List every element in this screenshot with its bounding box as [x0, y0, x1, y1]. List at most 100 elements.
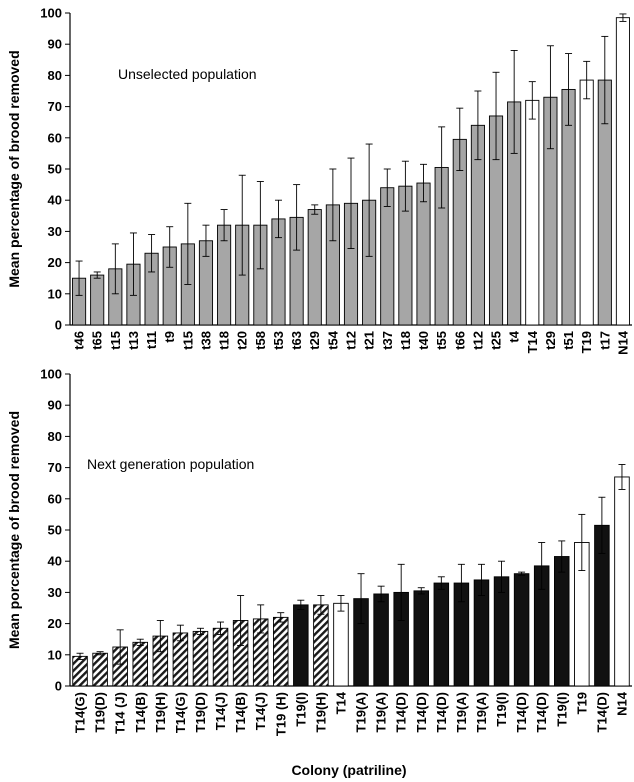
y-tick-label: 70 — [48, 460, 62, 475]
x-tick-label: T19(A) — [474, 692, 489, 732]
bar-19 — [416, 182, 431, 326]
x-tick-label: T14 (J) — [113, 692, 128, 734]
x-tick-label: T19(H) — [153, 692, 168, 732]
x-tick-label: t46 — [72, 331, 87, 350]
x-tick-label: T19(D) — [193, 692, 208, 732]
y-tick-label: 20 — [48, 255, 62, 270]
bar-13 — [333, 602, 349, 687]
x-tick-label: t12 — [470, 331, 485, 350]
x-tick-label: T19 — [579, 331, 594, 353]
x-tick-label: T14(D) — [594, 692, 609, 732]
x-tick-label: T14(D) — [514, 692, 529, 732]
x-tick-label: T19(A) — [354, 692, 369, 732]
x-tick-label: t51 — [561, 331, 576, 350]
x-tick-label: T14(D) — [434, 692, 449, 732]
y-tick-label: 80 — [48, 68, 62, 83]
x-tick-label: t18 — [217, 331, 232, 350]
bar-6 — [192, 630, 209, 687]
y-tick-label: 0 — [55, 318, 62, 333]
bar-1 — [92, 652, 108, 687]
x-tick-label: T19(I) — [494, 692, 509, 727]
y-tick-label: 100 — [40, 6, 62, 21]
x-tick-label: t4 — [507, 330, 522, 342]
x-tick-label: T19(A) — [374, 692, 389, 732]
x-tick-label: t15 — [180, 331, 195, 350]
y-tick-label: 30 — [48, 224, 62, 239]
x-tick-label: T19(I) — [293, 692, 308, 727]
x-tick-label: t63 — [289, 331, 304, 350]
x-tick-label: t37 — [380, 331, 395, 350]
bar-24 — [554, 556, 570, 687]
y-tick-label: 80 — [48, 429, 62, 444]
bar-13 — [307, 209, 322, 326]
x-tick-label: T14(J) — [253, 692, 268, 730]
bar-1 — [90, 274, 105, 326]
bar-30 — [615, 17, 630, 326]
x-tick-label: T14(D) — [534, 692, 549, 732]
plot-1: 0 10 20 30 40 50 60 70 80 90 100 T14(G) T19(D) T14 (J… — [40, 367, 632, 736]
bar-17 — [413, 590, 430, 687]
x-tick-label: T19 (H) — [273, 692, 288, 736]
x-tick-label: t54 — [325, 330, 340, 350]
annotation-top: Unselected population — [118, 66, 257, 82]
y-tick-label: 30 — [48, 585, 62, 600]
panel-next-generation: Mean porcentage of brood removed Next ge… — [6, 411, 407, 778]
x-tick-label: T19(D) — [93, 692, 108, 732]
x-tick-label: t9 — [162, 331, 177, 343]
bar-0 — [72, 655, 88, 687]
bar-3 — [132, 641, 148, 687]
x-tick-label: T14 — [525, 330, 540, 353]
annotation-bottom: Next generation population — [87, 456, 254, 472]
x-tick-label: t18 — [398, 331, 413, 350]
y-tick-label: 90 — [48, 398, 62, 413]
bar-7 — [212, 627, 229, 687]
bar-12 — [313, 604, 329, 687]
y-tick-label: 70 — [48, 99, 62, 114]
x-tick-label: t29 — [543, 331, 558, 350]
bar-25 — [525, 99, 540, 326]
x-tick-label: t55 — [434, 331, 449, 350]
bar-27 — [614, 476, 630, 687]
x-tick-label: t25 — [489, 331, 504, 350]
y-tick-label: 40 — [48, 193, 62, 208]
y-axis-label-top: Mean percentage of brood removed — [6, 50, 22, 287]
x-tick-label: T14(D) — [394, 692, 409, 732]
x-axis-label-bottom: Colony (patriline) — [291, 762, 406, 778]
x-tick-label: N14 — [614, 691, 629, 716]
bar-11 — [293, 604, 309, 687]
y-tick-label: 50 — [48, 523, 62, 538]
x-tick-label: t38 — [198, 331, 213, 350]
x-tick-label: t17 — [597, 331, 612, 350]
x-tick-label: T19(H) — [313, 692, 328, 732]
y-axis-label-bottom: Mean porcentage of brood removed — [6, 411, 22, 649]
y-tick-label: 20 — [48, 616, 62, 631]
x-tick-label: T14(G) — [73, 692, 88, 733]
x-tick-label: T14(G) — [173, 692, 188, 733]
x-tick-label: t15 — [108, 331, 123, 350]
x-tick-label: t21 — [362, 331, 377, 350]
x-tick-label: T19(I) — [554, 692, 569, 727]
bar-10 — [273, 616, 289, 687]
bar-15 — [373, 593, 389, 687]
x-tick-label: t58 — [253, 331, 268, 350]
x-tick-label: T14(B) — [133, 692, 148, 732]
y-tick-label: 40 — [48, 554, 62, 569]
bar-28 — [579, 79, 594, 326]
panel-unselected: Mean percentage of brood removed Unselec… — [6, 50, 257, 287]
x-tick-label: T14(J) — [213, 692, 228, 730]
x-tick-label: t12 — [344, 331, 359, 350]
x-tick-label: t40 — [416, 331, 431, 350]
y-tick-label: 10 — [48, 286, 62, 301]
y-tick-label: 100 — [40, 367, 62, 382]
x-tick-label: t53 — [271, 331, 286, 350]
x-tick-label: T19(A) — [454, 692, 469, 732]
y-tick-label: 50 — [48, 162, 62, 177]
y-tick-label: 60 — [48, 491, 62, 506]
x-tick-label: T14(D) — [414, 692, 429, 732]
x-tick-label: T14 — [333, 691, 348, 714]
x-tick-label: t66 — [452, 331, 467, 350]
x-tick-label: t29 — [307, 331, 322, 350]
y-tick-label: 90 — [48, 37, 62, 52]
